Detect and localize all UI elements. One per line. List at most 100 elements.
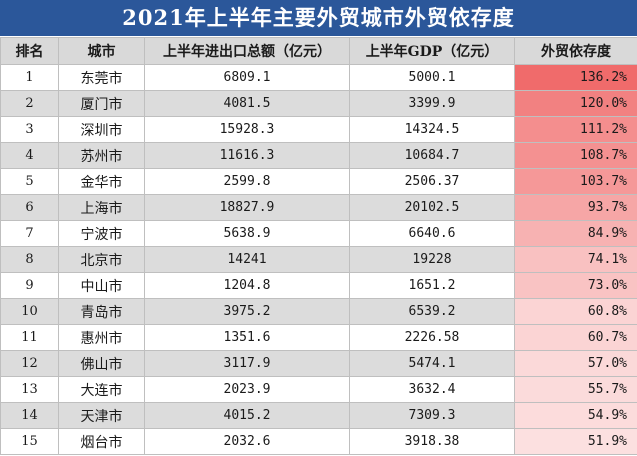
cell-rank: 5 bbox=[0, 168, 59, 195]
cell-gdp: 20102.5 bbox=[349, 194, 515, 221]
cell-rank: 10 bbox=[0, 298, 59, 325]
cell-gdp: 14324.5 bbox=[349, 116, 515, 143]
cell-city: 惠州市 bbox=[58, 324, 145, 351]
cell-rank: 15 bbox=[0, 428, 59, 455]
column-header-rank[interactable]: 排名 bbox=[0, 37, 59, 65]
cell-gdp: 6539.2 bbox=[349, 298, 515, 325]
cell-trade-total: 6809.1 bbox=[144, 64, 350, 91]
cell-gdp: 7309.3 bbox=[349, 402, 515, 429]
column-header-trade-total[interactable]: 上半年进出口总额（亿元） bbox=[144, 37, 350, 65]
table-row: 1 东莞市 6809.1 5000.1 136.2% bbox=[0, 64, 637, 91]
cell-rank: 7 bbox=[0, 220, 59, 247]
cell-trade-total: 2032.6 bbox=[144, 428, 350, 455]
cell-city: 深圳市 bbox=[58, 116, 145, 143]
table-row: 9 中山市 1204.8 1651.2 73.0% bbox=[0, 272, 637, 299]
cell-city: 上海市 bbox=[58, 194, 145, 221]
cell-dependency: 60.8% bbox=[514, 298, 637, 325]
cell-city: 金华市 bbox=[58, 168, 145, 195]
column-header-gdp[interactable]: 上半年GDP（亿元） bbox=[349, 37, 515, 65]
table-row: 6 上海市 18827.9 20102.5 93.7% bbox=[0, 194, 637, 221]
cell-dependency: 55.7% bbox=[514, 376, 637, 403]
cell-gdp: 10684.7 bbox=[349, 142, 515, 169]
cell-rank: 1 bbox=[0, 64, 59, 91]
column-header-dependency[interactable]: 外贸依存度 bbox=[514, 37, 637, 65]
cell-trade-total: 18827.9 bbox=[144, 194, 350, 221]
table-row: 5 金华市 2599.8 2506.37 103.7% bbox=[0, 168, 637, 195]
cell-gdp: 19228 bbox=[349, 246, 515, 273]
cell-dependency: 136.2% bbox=[514, 64, 637, 91]
cell-dependency: 84.9% bbox=[514, 220, 637, 247]
cell-trade-total: 14241 bbox=[144, 246, 350, 273]
cell-dependency: 60.7% bbox=[514, 324, 637, 351]
cell-dependency: 73.0% bbox=[514, 272, 637, 299]
table-row: 12 佛山市 3117.9 5474.1 57.0% bbox=[0, 350, 637, 377]
cell-trade-total: 3975.2 bbox=[144, 298, 350, 325]
cell-trade-total: 2599.8 bbox=[144, 168, 350, 195]
table-row: 3 深圳市 15928.3 14324.5 111.2% bbox=[0, 116, 637, 143]
trade-dependency-table: 排名 城市 上半年进出口总额（亿元） 上半年GDP（亿元） 外贸依存度 1 东莞市… bbox=[0, 37, 637, 455]
table-header-row: 排名 城市 上半年进出口总额（亿元） 上半年GDP（亿元） 外贸依存度 bbox=[0, 37, 637, 65]
cell-city: 大连市 bbox=[58, 376, 145, 403]
cell-rank: 3 bbox=[0, 116, 59, 143]
cell-rank: 11 bbox=[0, 324, 59, 351]
cell-city: 苏州市 bbox=[58, 142, 145, 169]
cell-gdp: 5000.1 bbox=[349, 64, 515, 91]
cell-trade-total: 1351.6 bbox=[144, 324, 350, 351]
cell-city: 中山市 bbox=[58, 272, 145, 299]
cell-gdp: 2506.37 bbox=[349, 168, 515, 195]
table-row: 7 宁波市 5638.9 6640.6 84.9% bbox=[0, 220, 637, 247]
cell-trade-total: 15928.3 bbox=[144, 116, 350, 143]
cell-trade-total: 2023.9 bbox=[144, 376, 350, 403]
cell-gdp: 5474.1 bbox=[349, 350, 515, 377]
cell-dependency: 108.7% bbox=[514, 142, 637, 169]
cell-rank: 2 bbox=[0, 90, 59, 117]
cell-dependency: 120.0% bbox=[514, 90, 637, 117]
cell-trade-total: 3117.9 bbox=[144, 350, 350, 377]
table-row: 8 北京市 14241 19228 74.1% bbox=[0, 246, 637, 273]
cell-gdp: 3399.9 bbox=[349, 90, 515, 117]
cell-dependency: 54.9% bbox=[514, 402, 637, 429]
table-row: 13 大连市 2023.9 3632.4 55.7% bbox=[0, 376, 637, 403]
cell-trade-total: 5638.9 bbox=[144, 220, 350, 247]
cell-gdp: 3632.4 bbox=[349, 376, 515, 403]
cell-city: 东莞市 bbox=[58, 64, 145, 91]
cell-dependency: 103.7% bbox=[514, 168, 637, 195]
cell-rank: 9 bbox=[0, 272, 59, 299]
cell-trade-total: 4015.2 bbox=[144, 402, 350, 429]
cell-gdp: 1651.2 bbox=[349, 272, 515, 299]
table-row: 11 惠州市 1351.6 2226.58 60.7% bbox=[0, 324, 637, 351]
cell-city: 天津市 bbox=[58, 402, 145, 429]
cell-dependency: 57.0% bbox=[514, 350, 637, 377]
cell-rank: 13 bbox=[0, 376, 59, 403]
column-header-city[interactable]: 城市 bbox=[58, 37, 145, 65]
cell-rank: 12 bbox=[0, 350, 59, 377]
cell-trade-total: 1204.8 bbox=[144, 272, 350, 299]
table-row: 2 厦门市 4081.5 3399.9 120.0% bbox=[0, 90, 637, 117]
cell-dependency: 93.7% bbox=[514, 194, 637, 221]
cell-city: 佛山市 bbox=[58, 350, 145, 377]
cell-gdp: 2226.58 bbox=[349, 324, 515, 351]
cell-trade-total: 11616.3 bbox=[144, 142, 350, 169]
cell-city: 厦门市 bbox=[58, 90, 145, 117]
cell-rank: 14 bbox=[0, 402, 59, 429]
table-row: 14 天津市 4015.2 7309.3 54.9% bbox=[0, 402, 637, 429]
cell-gdp: 6640.6 bbox=[349, 220, 515, 247]
cell-city: 北京市 bbox=[58, 246, 145, 273]
cell-gdp: 3918.38 bbox=[349, 428, 515, 455]
table-row: 10 青岛市 3975.2 6539.2 60.8% bbox=[0, 298, 637, 325]
cell-dependency: 51.9% bbox=[514, 428, 637, 455]
cell-city: 青岛市 bbox=[58, 298, 145, 325]
cell-rank: 6 bbox=[0, 194, 59, 221]
cell-dependency: 111.2% bbox=[514, 116, 637, 143]
cell-city: 宁波市 bbox=[58, 220, 145, 247]
cell-city: 烟台市 bbox=[58, 428, 145, 455]
table-body: 1 东莞市 6809.1 5000.1 136.2% 2 厦门市 4081.5 3399.9 12… bbox=[0, 64, 637, 455]
cell-dependency: 74.1% bbox=[514, 246, 637, 273]
table-row: 15 烟台市 2032.6 3918.38 51.9% bbox=[0, 428, 637, 455]
cell-trade-total: 4081.5 bbox=[144, 90, 350, 117]
table-row: 4 苏州市 11616.3 10684.7 108.7% bbox=[0, 142, 637, 169]
cell-rank: 4 bbox=[0, 142, 59, 169]
cell-rank: 8 bbox=[0, 246, 59, 273]
page-title: 2021年上半年主要外贸城市外贸依存度 bbox=[0, 0, 637, 36]
